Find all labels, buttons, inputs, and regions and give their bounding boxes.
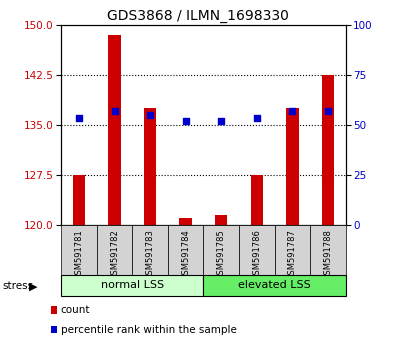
Text: ▶: ▶: [28, 281, 37, 291]
Bar: [250, 175, 263, 225]
Point: [182, 119, 189, 124]
Bar: [132, 225, 168, 276]
Text: GSM591781: GSM591781: [75, 229, 83, 280]
Bar: [203, 275, 346, 296]
Text: GSM591782: GSM591782: [110, 229, 119, 280]
Text: GDS3868 / ILMN_1698330: GDS3868 / ILMN_1698330: [107, 9, 288, 23]
Text: count: count: [60, 305, 90, 315]
Point: [254, 115, 260, 121]
Text: GSM591783: GSM591783: [146, 229, 154, 280]
Point: [76, 115, 82, 121]
Point: [218, 119, 224, 124]
Bar: [97, 225, 132, 276]
Text: GSM591787: GSM591787: [288, 229, 297, 280]
Bar: [215, 215, 228, 225]
Bar: [239, 225, 275, 276]
Bar: [61, 275, 203, 296]
Bar: [61, 225, 97, 276]
Bar: [179, 218, 192, 225]
Bar: [73, 175, 85, 225]
Bar: [203, 225, 239, 276]
Point: [325, 109, 331, 114]
Point: [289, 109, 295, 114]
Text: GSM591788: GSM591788: [324, 229, 332, 280]
Bar: [286, 108, 299, 225]
Text: GSM591786: GSM591786: [252, 229, 261, 280]
Point: [147, 112, 153, 118]
Text: percentile rank within the sample: percentile rank within the sample: [60, 325, 236, 335]
Bar: [168, 225, 203, 276]
Bar: [144, 108, 156, 225]
Bar: [108, 35, 121, 225]
Bar: [275, 225, 310, 276]
Point: [111, 109, 118, 114]
Text: normal LSS: normal LSS: [101, 280, 164, 290]
Text: stress: stress: [2, 281, 33, 291]
Text: GSM591785: GSM591785: [217, 229, 226, 280]
Bar: [322, 75, 334, 225]
Text: GSM591784: GSM591784: [181, 229, 190, 280]
Bar: [310, 225, 346, 276]
Text: elevated LSS: elevated LSS: [238, 280, 311, 290]
